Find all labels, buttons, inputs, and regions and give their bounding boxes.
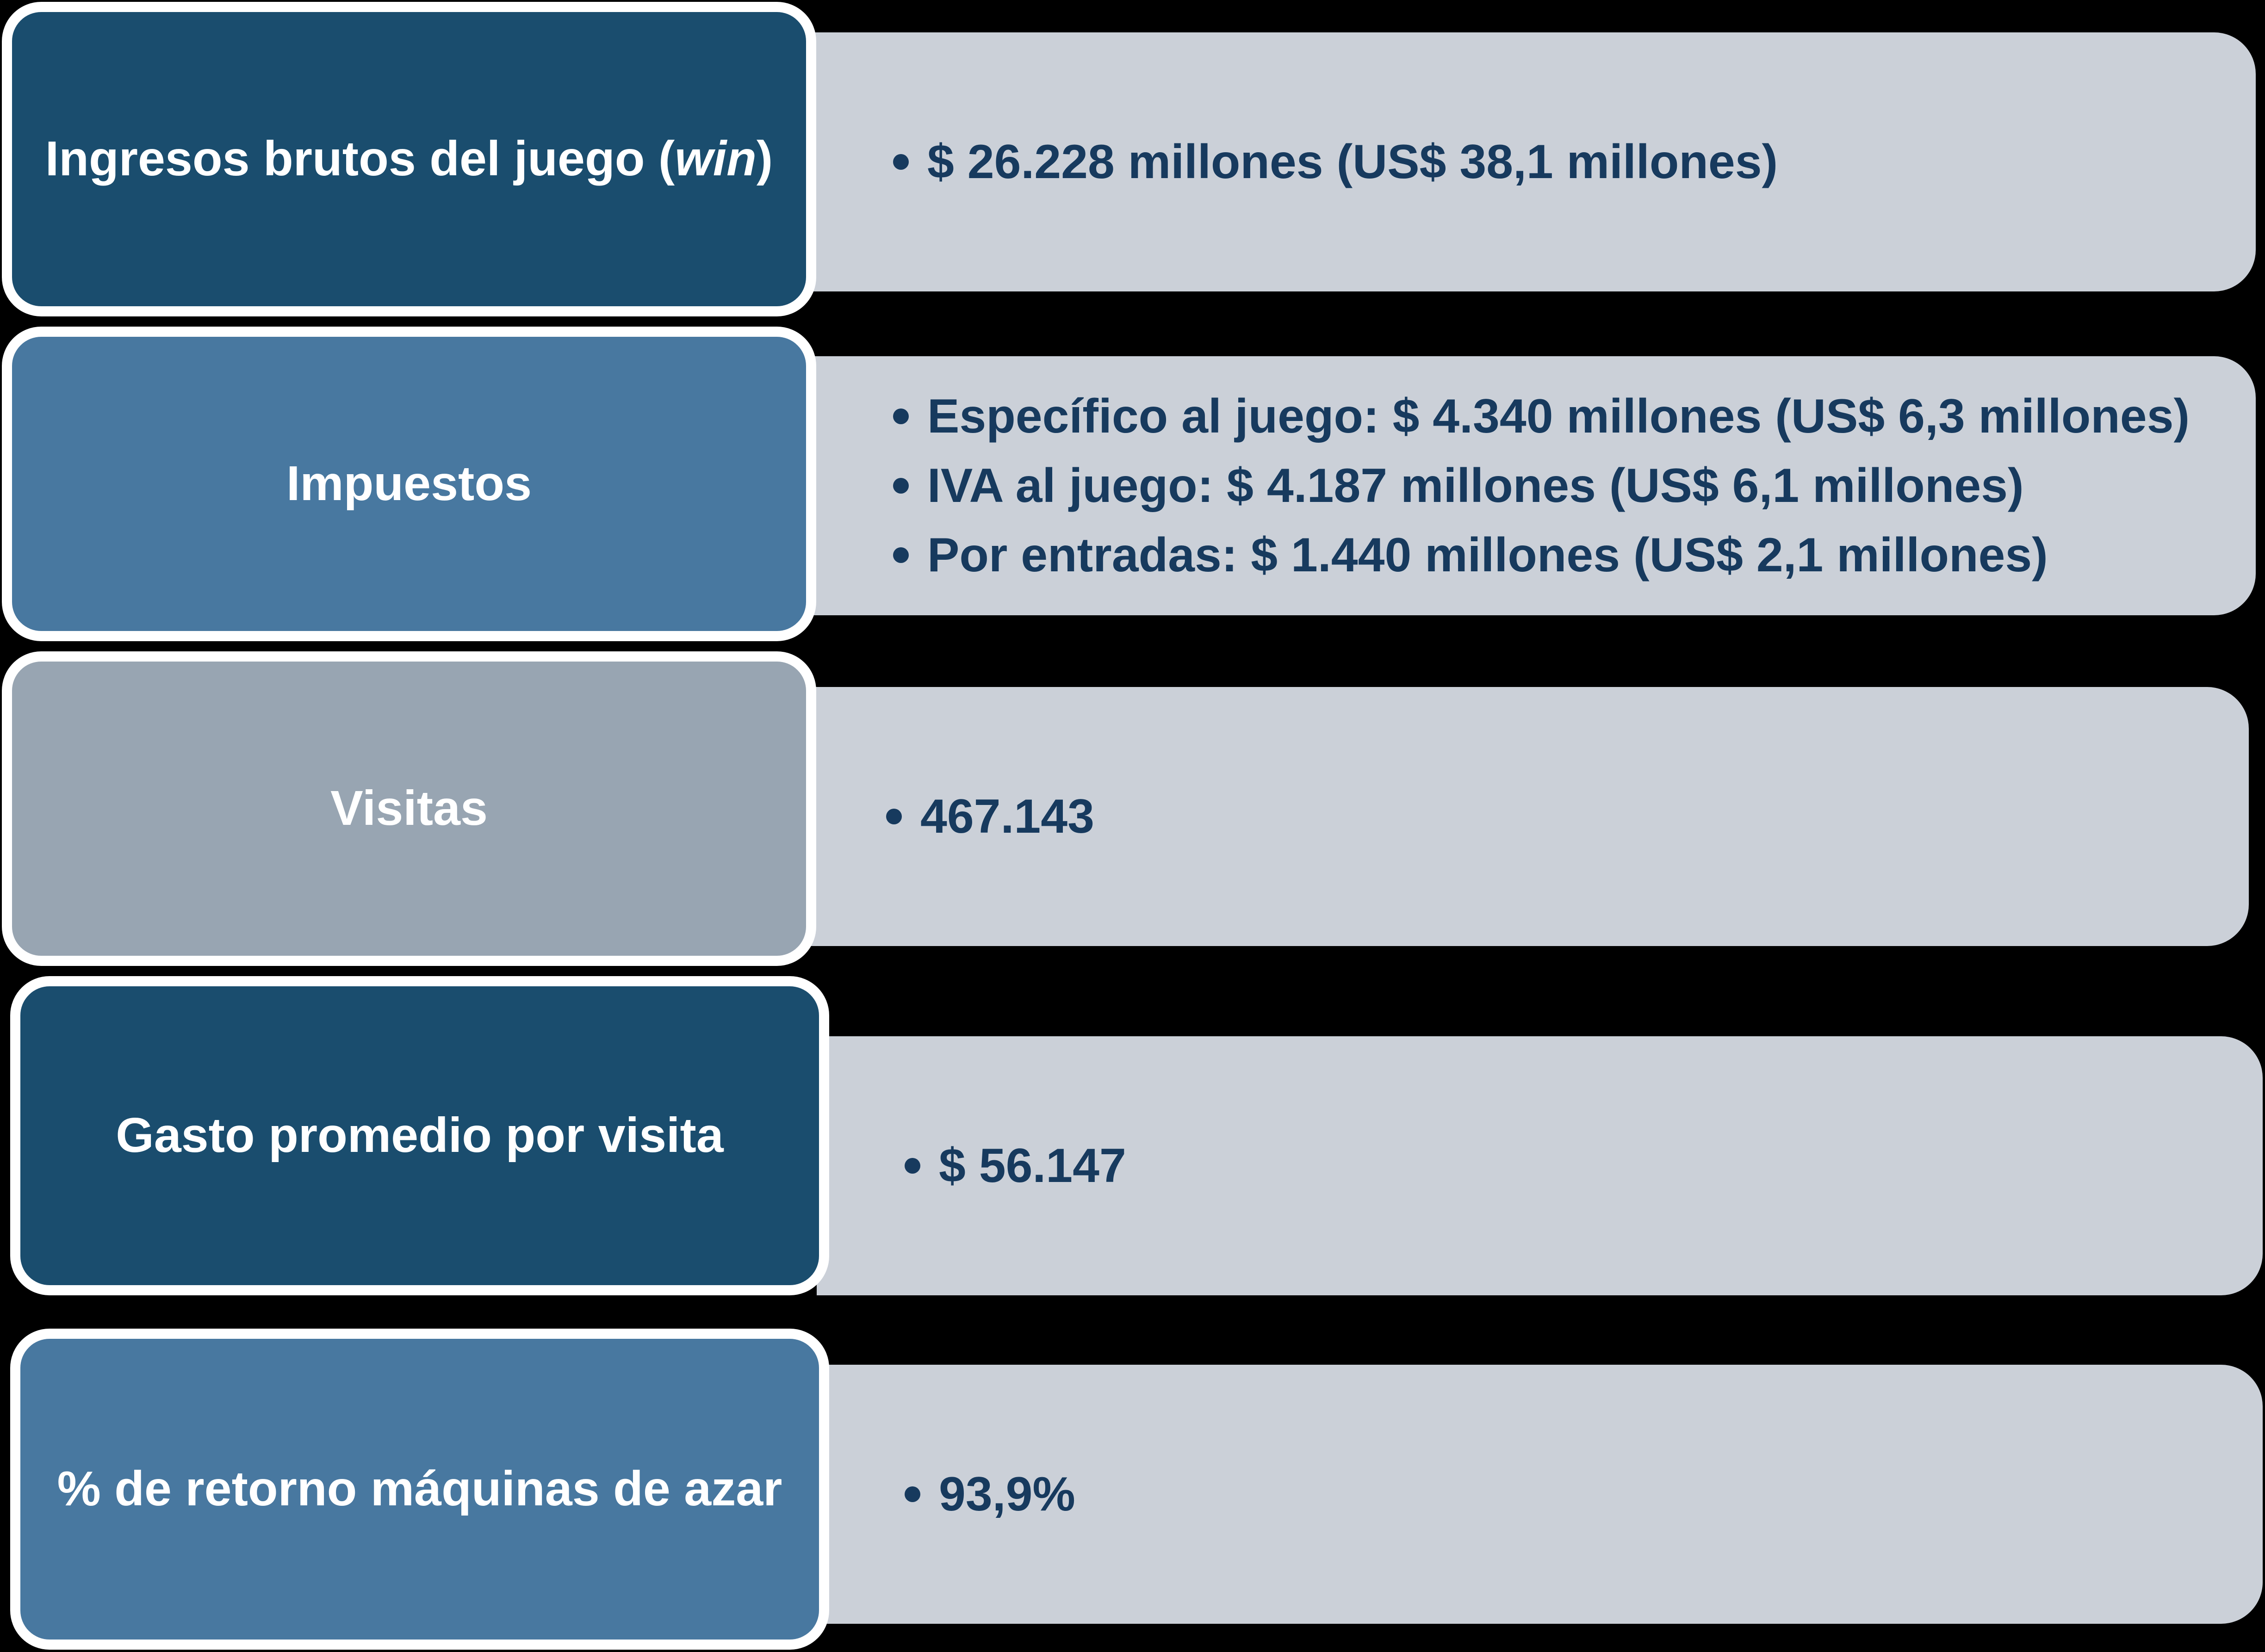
bullet-dot-icon [893, 478, 909, 494]
bullet-list-ingresos: $ 26.228 millones (US$ 38,1 millones) [893, 32, 1778, 291]
value-panel-retorno [817, 1365, 2263, 1624]
bullet-item: $ 56.147 [905, 1131, 1126, 1200]
row-label: % de retorno máquinas de azar [57, 1461, 782, 1516]
label-box-ingresos: Ingresos brutos del juego (win) [2, 2, 816, 316]
bullet-item: IVA al juego: $ 4.187 millones (US$ 6,1 … [893, 451, 2190, 520]
bullet-dot-icon [905, 1486, 920, 1502]
value-panel-visitas [787, 687, 2249, 946]
label-box-impuestos: Impuestos [2, 327, 816, 641]
bullet-item: Específico al juego: $ 4.340 millones (U… [893, 382, 2190, 451]
row-label: Visitas [330, 781, 488, 836]
bullet-list-impuestos: Específico al juego: $ 4.340 millones (U… [893, 356, 2190, 615]
bullet-list-gasto: $ 56.147 [905, 1036, 1126, 1295]
bullet-list-retorno: 93,9% [905, 1365, 1075, 1624]
value-panel-ingresos [787, 32, 2256, 291]
bullet-dot-icon [893, 547, 909, 563]
row-label: Impuestos [286, 456, 532, 511]
label-box-visitas: Visitas [2, 651, 816, 966]
value-panel-gasto [817, 1036, 2263, 1295]
bullet-item: Por entradas: $ 1.440 millones (US$ 2,1 … [893, 520, 2190, 590]
bullet-item: $ 26.228 millones (US$ 38,1 millones) [893, 127, 1778, 197]
label-box-gasto: Gasto promedio por visita [10, 976, 829, 1295]
bullet-dot-icon [886, 809, 902, 824]
bullet-item: 467.143 [886, 782, 1094, 851]
bullet-dot-icon [905, 1158, 920, 1174]
value-panel-impuestos [787, 356, 2256, 615]
bullet-list-visitas: 467.143 [886, 687, 1094, 946]
row-label: Ingresos brutos del juego (win) [45, 131, 773, 186]
bullet-item: 93,9% [905, 1460, 1075, 1529]
row-label: Gasto promedio por visita [116, 1108, 724, 1163]
bullet-dot-icon [893, 408, 909, 424]
bullet-dot-icon [893, 154, 909, 170]
label-box-retorno: % de retorno máquinas de azar [10, 1329, 829, 1650]
